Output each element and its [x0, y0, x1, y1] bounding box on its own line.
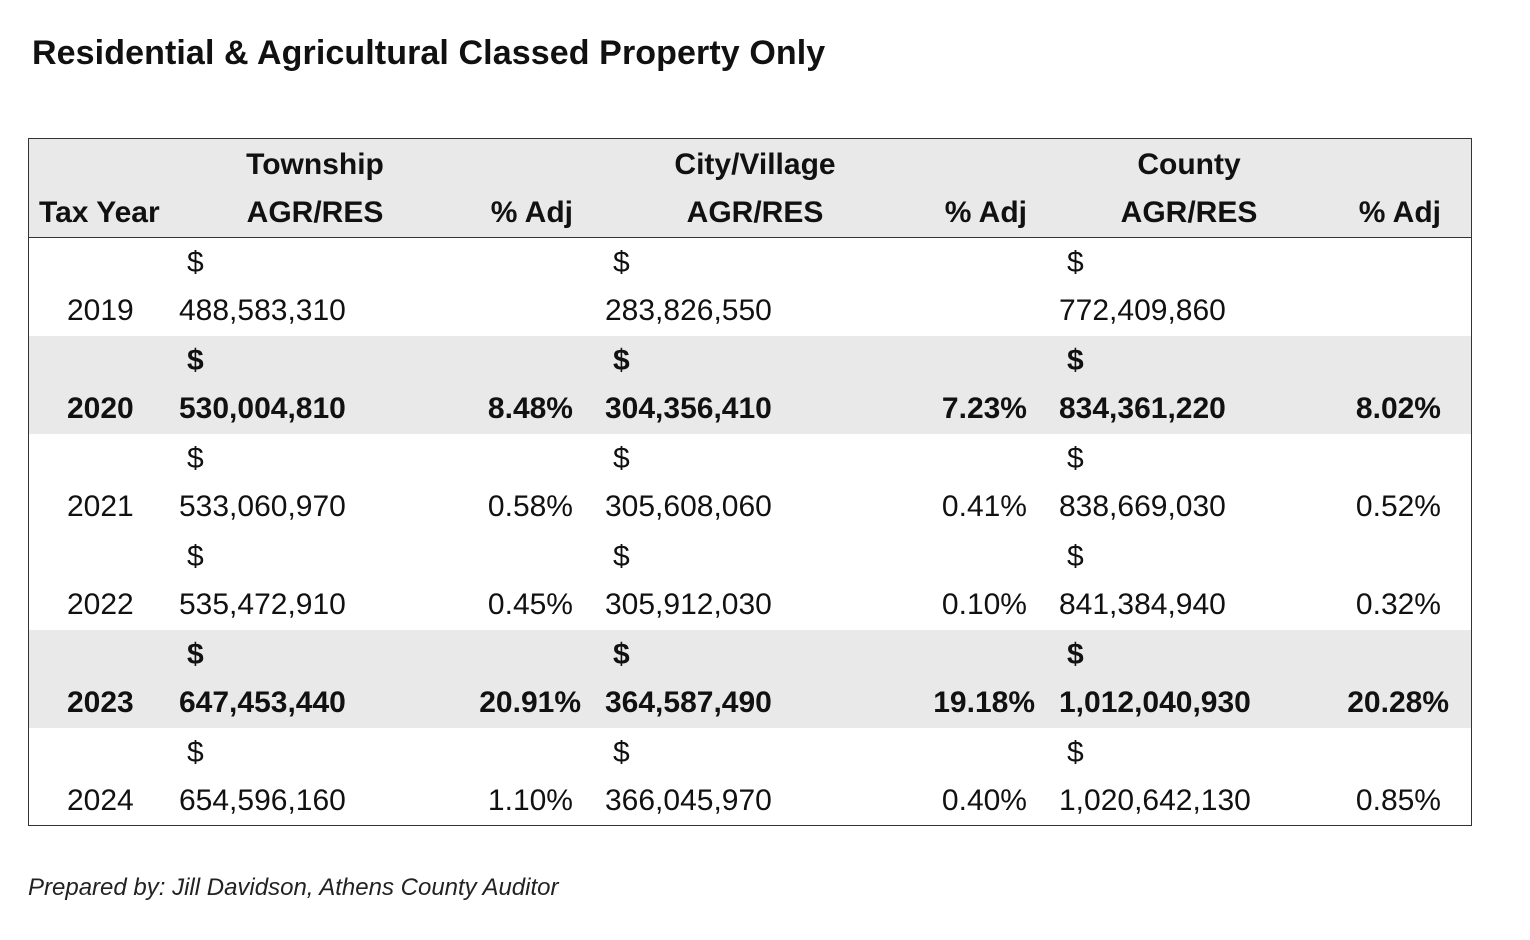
header-county-top: County [1137, 148, 1241, 181]
header-city-adj: % Adj [944, 196, 1027, 229]
city-adj: 0.41% [941, 490, 1027, 523]
currency-symbol: $ [187, 344, 204, 377]
header-township-bottom: AGR/RES [246, 196, 384, 229]
currency-symbol: $ [187, 638, 204, 671]
currency-symbol: $ [1067, 736, 1084, 769]
township-value: 488,583,310 [179, 294, 346, 327]
county-value: 841,384,940 [1059, 588, 1226, 621]
city-value: 283,826,550 [605, 294, 772, 327]
county-adj: 0.85% [1355, 784, 1441, 817]
header-tax-year: Tax Year [39, 196, 160, 229]
county-value: 838,669,030 [1059, 490, 1226, 523]
city-value: 304,356,410 [605, 392, 772, 425]
tax-year: 2024 [67, 784, 134, 817]
header-county-adj: % Adj [1358, 196, 1441, 229]
township-adj: 0.58% [487, 490, 573, 523]
city-value: 305,912,030 [605, 588, 772, 621]
county-value: 1,012,040,930 [1059, 686, 1251, 719]
currency-symbol: $ [613, 246, 630, 279]
currency-symbol: $ [187, 246, 204, 279]
currency-symbol: $ [1067, 638, 1084, 671]
city-value: 364,587,490 [605, 686, 772, 719]
currency-symbol: $ [613, 540, 630, 573]
currency-symbol: $ [187, 736, 204, 769]
currency-symbol: $ [613, 442, 630, 475]
township-adj: 20.91% [479, 686, 581, 719]
township-value: 647,453,440 [179, 686, 346, 719]
city-adj: 19.18% [933, 686, 1035, 719]
header-city-top: City/Village [674, 148, 836, 181]
currency-symbol: $ [187, 442, 204, 475]
city-adj: 7.23% [941, 392, 1027, 425]
table-row: $ $ $ 2022 535,472,910 0.45% 305,912,030… [29, 532, 1471, 630]
currency-symbol: $ [1067, 540, 1084, 573]
currency-symbol: $ [613, 736, 630, 769]
city-adj: 0.10% [941, 588, 1027, 621]
currency-symbol: $ [613, 344, 630, 377]
currency-symbol: $ [1067, 344, 1084, 377]
tax-year: 2020 [67, 392, 134, 425]
header-city-bottom: AGR/RES [686, 196, 824, 229]
city-value: 366,045,970 [605, 784, 772, 817]
table-row: $ $ $ 2023 647,453,440 20.91% 364,587,49… [29, 630, 1471, 728]
county-adj: 8.02% [1355, 392, 1441, 425]
tax-year: 2022 [67, 588, 134, 621]
table-header: Tax Year Township AGR/RES % Adj City/Vil… [29, 139, 1471, 238]
currency-symbol: $ [613, 638, 630, 671]
township-adj: 1.10% [487, 784, 573, 817]
city-value: 305,608,060 [605, 490, 772, 523]
township-adj: 8.48% [487, 392, 573, 425]
page-title: Residential & Agricultural Classed Prope… [32, 34, 826, 72]
header-township-top: Township [246, 148, 384, 181]
county-value: 834,361,220 [1059, 392, 1226, 425]
currency-symbol: $ [1067, 246, 1084, 279]
county-adj: 0.32% [1355, 588, 1441, 621]
county-value: 1,020,642,130 [1059, 784, 1251, 817]
currency-symbol: $ [187, 540, 204, 573]
tax-year: 2023 [67, 686, 134, 719]
table-row: $ $ $ 2024 654,596,160 1.10% 366,045,970… [29, 728, 1471, 826]
prepared-by-note: Prepared by: Jill Davidson, Athens Count… [28, 874, 559, 901]
city-adj: 0.40% [941, 784, 1027, 817]
township-value: 533,060,970 [179, 490, 346, 523]
county-adj: 0.52% [1355, 490, 1441, 523]
tax-year: 2021 [67, 490, 134, 523]
township-value: 654,596,160 [179, 784, 346, 817]
township-value: 530,004,810 [179, 392, 346, 425]
valuation-table: Tax Year Township AGR/RES % Adj City/Vil… [28, 138, 1472, 826]
table-row: $ $ $ 2020 530,004,810 8.48% 304,356,410… [29, 336, 1471, 434]
table-row: $ $ $ 2021 533,060,970 0.58% 305,608,060… [29, 434, 1471, 532]
header-township-adj: % Adj [490, 196, 573, 229]
township-value: 535,472,910 [179, 588, 346, 621]
township-adj: 0.45% [487, 588, 573, 621]
header-county-bottom: AGR/RES [1120, 196, 1258, 229]
county-adj: 20.28% [1347, 686, 1449, 719]
tax-year: 2019 [67, 294, 134, 327]
county-value: 772,409,860 [1059, 294, 1226, 327]
table-row: $ $ $ 2019 488,583,310 283,826,550 772,4… [29, 238, 1471, 336]
currency-symbol: $ [1067, 442, 1084, 475]
